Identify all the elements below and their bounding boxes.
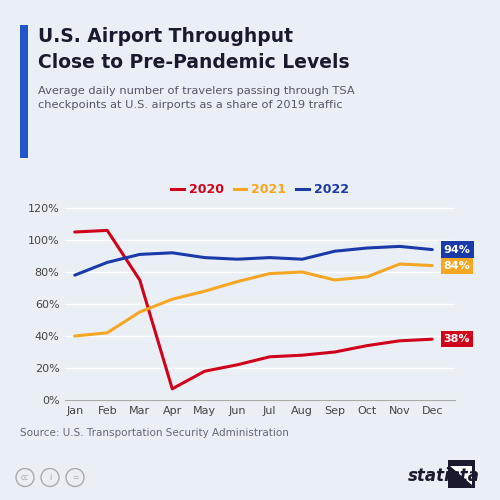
- Text: statista: statista: [408, 467, 480, 485]
- Text: =: =: [72, 473, 78, 482]
- Text: 38%: 38%: [444, 334, 470, 344]
- Text: 94%: 94%: [444, 244, 470, 254]
- Text: U.S. Airport Throughput: U.S. Airport Throughput: [38, 28, 292, 46]
- Text: 84%: 84%: [444, 260, 470, 270]
- Text: Close to Pre-Pandemic Levels: Close to Pre-Pandemic Levels: [38, 52, 349, 72]
- Text: Source: U.S. Transportation Security Administration: Source: U.S. Transportation Security Adm…: [20, 428, 289, 438]
- Text: Average daily number of travelers passing through TSA
checkpoints at U.S. airpor: Average daily number of travelers passin…: [38, 86, 354, 110]
- Polygon shape: [450, 466, 472, 485]
- Text: i: i: [49, 473, 51, 482]
- Text: cc: cc: [21, 473, 29, 482]
- Legend: 2020, 2021, 2022: 2020, 2021, 2022: [166, 178, 354, 201]
